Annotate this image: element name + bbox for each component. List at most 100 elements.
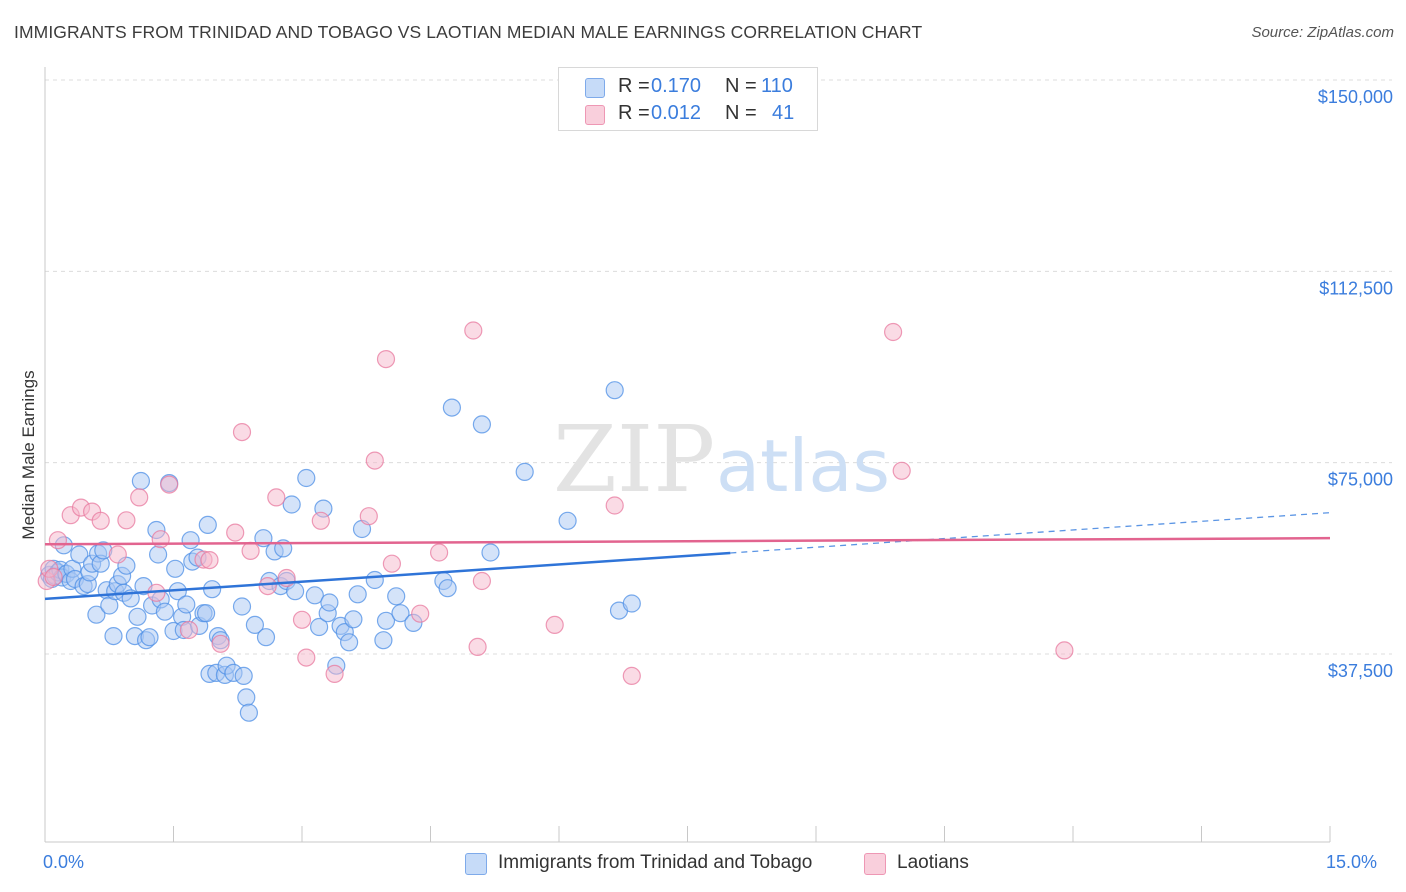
trinidad-point: [374, 631, 393, 650]
legend-n-value: 110: [761, 75, 793, 97]
trinidad-point: [348, 585, 367, 604]
laotian-point: [179, 620, 198, 640]
trinidad-point: [131, 471, 150, 491]
trinidad-trend-line: [44, 551, 731, 601]
laotian-point: [130, 488, 149, 507]
legend-n-label: N =: [725, 102, 757, 124]
legend-swatch-laotians: [585, 105, 605, 125]
legend-n-value: 41: [772, 102, 795, 124]
legend-n-label: N =: [725, 75, 757, 97]
laotian-point: [267, 488, 286, 507]
legend-r-label: R =: [618, 102, 650, 124]
trinidad-point: [177, 595, 196, 614]
laotian-point: [468, 637, 487, 657]
x-axis-min-label: 0.0%: [43, 852, 85, 872]
trinidad-point: [149, 545, 168, 564]
y-tick-label: $75,000: [1328, 470, 1393, 490]
trinidad-point: [245, 615, 264, 635]
data-points: [37, 321, 1074, 722]
y-tick-labels: $37,500 $75,000 $112,500 $150,000: [1318, 87, 1393, 681]
source-label: Source: ZipAtlas.com: [1251, 24, 1394, 41]
laotian-point: [359, 507, 378, 526]
trinidad-point: [104, 626, 123, 646]
trinidad-trend-extension: [730, 512, 1331, 554]
legend-r-value: 0.170: [651, 75, 702, 97]
laotian-point: [108, 545, 127, 564]
laotian-point: [1055, 641, 1074, 660]
x-axis-max-label: 15.0%: [1326, 852, 1378, 872]
laotian-point: [382, 554, 401, 573]
trinidad-point: [481, 543, 500, 562]
laotian-point: [622, 666, 641, 686]
stats-legend: R = 0.170 N = 110 R = 0.012 N = 41: [558, 67, 818, 131]
trend-lines: [44, 512, 1331, 601]
laotian-point: [376, 350, 396, 369]
laotian-point: [91, 511, 110, 530]
trinidad-point: [391, 604, 410, 623]
y-tick-label: $112,500: [1319, 278, 1393, 298]
trinidad-point: [622, 594, 641, 613]
trinidad-point: [320, 593, 339, 612]
laotian-point: [258, 576, 277, 596]
laotian-point: [411, 604, 430, 623]
y-tick-label: $150,000: [1318, 87, 1393, 107]
trinidad-point: [232, 597, 252, 616]
laotian-point: [883, 322, 903, 342]
laotian-point: [325, 664, 344, 684]
laotian-point: [365, 451, 384, 470]
y-axis-label: Median Male Earnings: [19, 370, 38, 539]
laotian-point: [211, 634, 230, 653]
trinidad-point: [376, 611, 396, 630]
trinidad-point: [239, 703, 258, 722]
trinidad-point: [605, 381, 624, 400]
laotian-point: [472, 571, 491, 591]
bottom-legend-swatch-laotians: [864, 853, 886, 875]
trinidad-point: [140, 628, 159, 647]
series-trinidad-points: [40, 381, 641, 722]
laotian-point: [464, 321, 483, 340]
laotian-point: [226, 523, 245, 542]
trinidad-point: [438, 579, 457, 598]
trinidad-point: [297, 468, 316, 488]
laotian-point: [430, 543, 449, 562]
chart-title: IMMIGRANTS FROM TRINIDAD AND TOBAGO VS L…: [14, 22, 923, 42]
trinidad-point: [181, 531, 200, 550]
laotian-point: [241, 541, 260, 561]
bottom-legend-label: Laotians: [897, 852, 969, 873]
trinidad-point: [344, 610, 363, 629]
trinidad-point: [234, 666, 253, 686]
series-laotians-points: [37, 321, 1074, 686]
bottom-legend-swatch-trinidad: [465, 853, 487, 875]
laotian-point: [297, 648, 316, 667]
laotian-point: [151, 530, 170, 549]
legend-r-value: 0.012: [651, 102, 702, 124]
trinidad-point: [515, 462, 534, 481]
trinidad-point: [198, 515, 217, 535]
trinidad-point: [166, 559, 185, 578]
trinidad-point: [237, 688, 256, 707]
trinidad-point: [197, 604, 216, 623]
trinidad-point: [70, 545, 89, 564]
trinidad-point: [558, 511, 577, 530]
laotian-point: [160, 475, 179, 494]
watermark-zip: ZIP: [553, 406, 715, 513]
trinidad-point: [305, 586, 324, 605]
trinidad-point: [310, 617, 329, 637]
laotian-point: [892, 461, 911, 480]
trinidad-point: [442, 398, 461, 417]
laotian-point: [292, 610, 312, 629]
laotian-point: [311, 511, 330, 530]
gridlines: [45, 79, 1392, 655]
bottom-legend-label: Immigrants from Trinidad and Tobago: [498, 852, 813, 873]
trinidad-point: [155, 602, 174, 621]
trinidad-point: [387, 587, 406, 606]
trinidad-point: [256, 628, 276, 647]
legend-swatch-trinidad: [585, 78, 605, 98]
trinidad-point: [128, 607, 147, 626]
laotian-point: [117, 511, 136, 530]
laotian-point: [44, 567, 63, 587]
y-tick-label: $37,500: [1328, 661, 1393, 681]
laotian-point: [200, 550, 219, 570]
trinidad-point: [472, 415, 491, 434]
